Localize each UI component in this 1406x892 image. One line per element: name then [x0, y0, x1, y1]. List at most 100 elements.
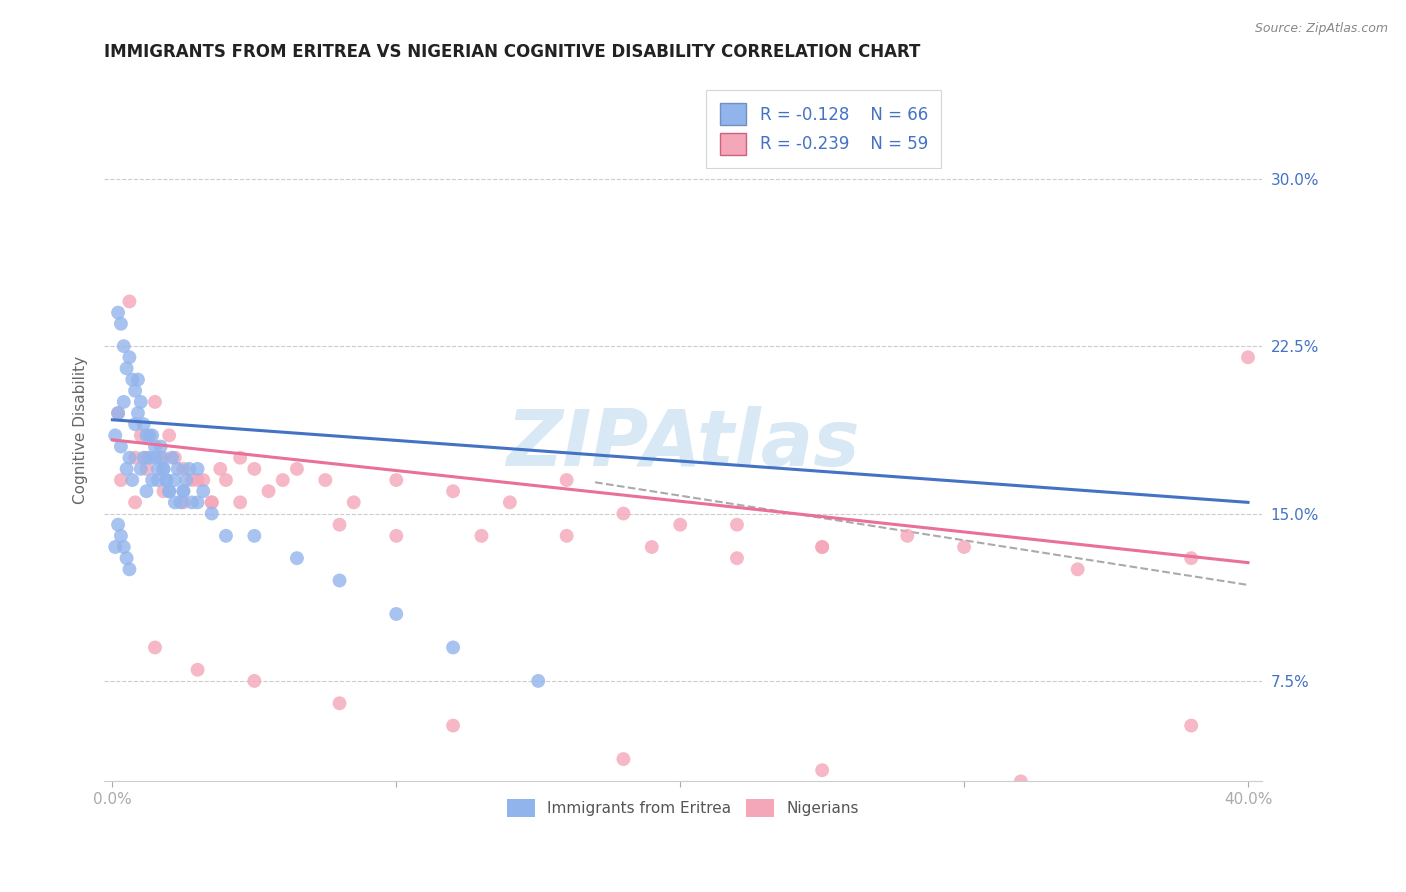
- Point: [641, 540, 664, 554]
- Point: [896, 529, 918, 543]
- Point: [328, 517, 350, 532]
- Point: [343, 495, 366, 509]
- Point: [385, 529, 408, 543]
- Point: [141, 473, 163, 487]
- Point: [555, 529, 578, 543]
- Point: [157, 484, 180, 499]
- Point: [187, 495, 209, 509]
- Point: [152, 450, 174, 465]
- Point: [107, 517, 129, 532]
- Point: [110, 317, 132, 331]
- Point: [135, 428, 157, 442]
- Point: [138, 450, 160, 465]
- Point: [107, 406, 129, 420]
- Point: [129, 428, 152, 442]
- Point: [115, 462, 138, 476]
- Point: [110, 440, 132, 454]
- Point: [115, 361, 138, 376]
- Point: [152, 462, 174, 476]
- Text: ZIPAtlas: ZIPAtlas: [506, 406, 860, 482]
- Point: [143, 450, 166, 465]
- Point: [163, 450, 186, 465]
- Point: [127, 373, 149, 387]
- Point: [141, 428, 163, 442]
- Point: [1180, 718, 1202, 732]
- Point: [138, 428, 160, 442]
- Point: [166, 462, 188, 476]
- Point: [127, 406, 149, 420]
- Point: [187, 663, 209, 677]
- Point: [174, 473, 197, 487]
- Point: [135, 450, 157, 465]
- Point: [215, 473, 238, 487]
- Point: [1066, 562, 1088, 576]
- Point: [180, 495, 202, 509]
- Point: [527, 673, 550, 688]
- Point: [187, 462, 209, 476]
- Point: [152, 484, 174, 499]
- Point: [152, 462, 174, 476]
- Point: [172, 484, 194, 499]
- Point: [441, 484, 464, 499]
- Point: [112, 339, 135, 353]
- Point: [107, 406, 129, 420]
- Text: IMMIGRANTS FROM ERITREA VS NIGERIAN COGNITIVE DISABILITY CORRELATION CHART: IMMIGRANTS FROM ERITREA VS NIGERIAN COGN…: [104, 44, 921, 62]
- Point: [328, 696, 350, 710]
- Point: [132, 450, 155, 465]
- Point: [146, 462, 169, 476]
- Point: [172, 484, 194, 499]
- Point: [124, 495, 146, 509]
- Point: [201, 507, 224, 521]
- Text: Source: ZipAtlas.com: Source: ZipAtlas.com: [1254, 22, 1388, 36]
- Point: [328, 574, 350, 588]
- Point: [314, 473, 336, 487]
- Point: [187, 473, 209, 487]
- Point: [155, 473, 177, 487]
- Point: [110, 529, 132, 543]
- Point: [135, 462, 157, 476]
- Point: [124, 417, 146, 432]
- Point: [209, 462, 232, 476]
- Y-axis label: Cognitive Disability: Cognitive Disability: [73, 356, 89, 504]
- Point: [180, 473, 202, 487]
- Point: [149, 450, 172, 465]
- Point: [215, 529, 238, 543]
- Point: [115, 551, 138, 566]
- Point: [172, 462, 194, 476]
- Point: [285, 462, 308, 476]
- Point: [612, 752, 634, 766]
- Point: [811, 540, 834, 554]
- Point: [104, 428, 127, 442]
- Point: [257, 484, 280, 499]
- Point: [811, 763, 834, 777]
- Point: [121, 373, 143, 387]
- Point: [499, 495, 522, 509]
- Point: [193, 473, 215, 487]
- Point: [129, 395, 152, 409]
- Point: [441, 640, 464, 655]
- Point: [112, 395, 135, 409]
- Point: [385, 473, 408, 487]
- Point: [193, 484, 215, 499]
- Point: [1010, 774, 1032, 789]
- Point: [118, 294, 141, 309]
- Point: [110, 473, 132, 487]
- Point: [104, 540, 127, 554]
- Point: [229, 450, 252, 465]
- Point: [146, 473, 169, 487]
- Point: [243, 673, 266, 688]
- Point: [229, 495, 252, 509]
- Point: [725, 517, 748, 532]
- Point: [555, 473, 578, 487]
- Point: [811, 540, 834, 554]
- Point: [1180, 551, 1202, 566]
- Point: [243, 529, 266, 543]
- Point: [271, 473, 294, 487]
- Point: [107, 305, 129, 319]
- Point: [112, 540, 135, 554]
- Point: [201, 495, 224, 509]
- Point: [669, 517, 692, 532]
- Point: [118, 562, 141, 576]
- Point: [172, 495, 194, 509]
- Point: [155, 473, 177, 487]
